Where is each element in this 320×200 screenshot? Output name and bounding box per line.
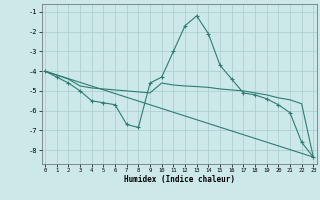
X-axis label: Humidex (Indice chaleur): Humidex (Indice chaleur)	[124, 175, 235, 184]
